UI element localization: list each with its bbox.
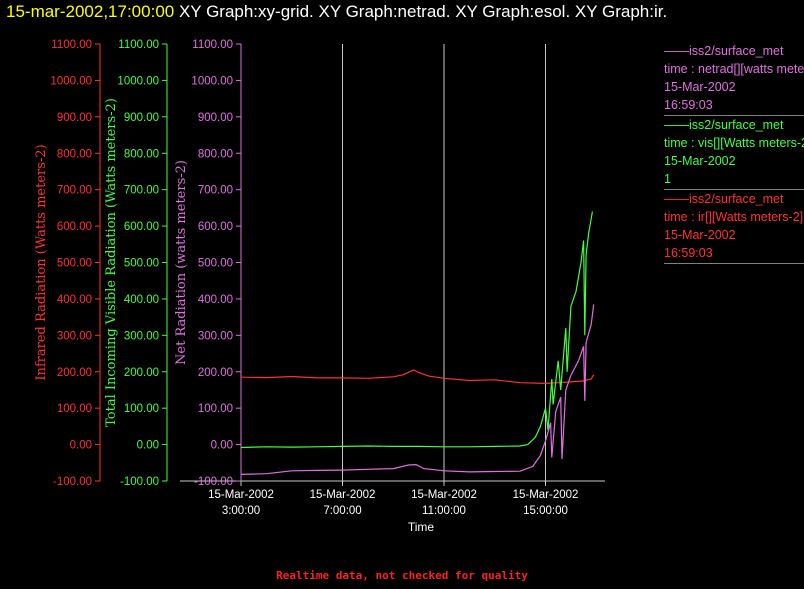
y-tick-label: 500.00 — [198, 258, 233, 270]
y-tick-label: 1000.00 — [117, 75, 159, 87]
y-tick-label: 800.00 — [124, 148, 159, 160]
legend-time: 1 — [664, 172, 671, 186]
y-tick-label: 800.00 — [198, 148, 233, 160]
y-tick-label: 100.00 — [198, 403, 233, 415]
y-tick-label: 400.00 — [124, 294, 159, 306]
x-axis-label: Time — [408, 520, 435, 534]
y-axis-label: Infrared Radiation (Watts meters-2) — [34, 144, 49, 380]
y-tick-label: 900.00 — [124, 112, 159, 124]
legend-date: 15-Mar-2002 — [664, 80, 736, 94]
graph-title: 15-mar-2002,17:00:00 XY Graph:xy-grid. X… — [6, 2, 667, 22]
y-axis-label: Total Incoming Visible Radiation (Watts … — [104, 98, 119, 427]
y-tick-label: 600.00 — [124, 221, 159, 233]
y-tick-label: 1000.00 — [50, 75, 92, 87]
legend-time: 16:59:03 — [664, 246, 713, 260]
quality-notice: Realtime data, not checked for quality — [276, 569, 528, 582]
y-tick-label: 300.00 — [198, 330, 233, 342]
y-tick-label: 1100.00 — [118, 39, 159, 51]
y-tick-label: 400.00 — [198, 294, 233, 306]
legend-source: ——iss2/surface_met — [664, 44, 784, 58]
y-tick-label: 500.00 — [57, 258, 92, 270]
y-tick-label: 700.00 — [198, 185, 233, 197]
legend-var: time : vis[][Watts meters-2] — [664, 136, 804, 150]
y-tick-label: 100.00 — [124, 403, 159, 415]
series-line-vis — [240, 211, 593, 449]
x-tick-label-date: 15-Mar-2002 — [208, 489, 274, 501]
y-tick-label: 300.00 — [57, 330, 92, 342]
y-tick-label: 500.00 — [124, 258, 159, 270]
y-tick-label: 900.00 — [57, 112, 92, 124]
legend-var: time : ir[][Watts meters-2] — [664, 210, 804, 224]
series-line-ir — [240, 369, 595, 385]
title-timestamp: 15-mar-2002,17:00:00 — [6, 2, 175, 21]
y-tick-label: 700.00 — [57, 185, 92, 197]
y-tick-label: -100.00 — [53, 476, 92, 488]
series-line-netrad — [240, 304, 595, 475]
y-tick-label: 0.00 — [137, 440, 159, 452]
y-tick-label: 0.00 — [211, 440, 233, 452]
legend-source: ——iss2/surface_met — [664, 192, 784, 206]
legend-source: ——iss2/surface_met — [664, 118, 784, 132]
legend-date: 15-Mar-2002 — [664, 154, 736, 168]
x-tick-label-time: 7:00:00 — [323, 505, 361, 517]
y-tick-label: 1000.00 — [191, 75, 233, 87]
y-tick-label: 200.00 — [57, 367, 92, 379]
y-tick-label: -100.00 — [120, 476, 159, 488]
x-tick-label-date: 15-Mar-2002 — [513, 489, 579, 501]
legend-date: 15-Mar-2002 — [664, 228, 736, 242]
y-tick-label: 0.00 — [70, 440, 92, 452]
title-graph-list: XY Graph:xy-grid. XY Graph:netrad. XY Gr… — [178, 2, 668, 21]
y-tick-label: 300.00 — [124, 330, 159, 342]
y-tick-label: 200.00 — [124, 367, 159, 379]
legend-var: time : netrad[][watts meters-2] — [664, 62, 804, 76]
y-tick-label: 400.00 — [57, 294, 92, 306]
x-tick-label-date: 15-Mar-2002 — [310, 489, 376, 501]
y-tick-label: 1100.00 — [51, 39, 92, 51]
y-tick-label: 1100.00 — [192, 39, 233, 51]
y-tick-label: 600.00 — [57, 221, 92, 233]
x-tick-label-time: 3:00:00 — [222, 505, 260, 517]
y-tick-label: 700.00 — [124, 185, 159, 197]
x-tick-label-date: 15-Mar-2002 — [411, 489, 477, 501]
x-tick-label-time: 11:00:00 — [422, 505, 466, 517]
y-tick-label: 200.00 — [198, 367, 233, 379]
legend-time: 16:59:03 — [664, 98, 713, 112]
y-tick-label: 900.00 — [198, 112, 233, 124]
y-tick-label: 800.00 — [57, 148, 92, 160]
y-tick-label: -100.00 — [194, 476, 233, 488]
y-tick-label: 100.00 — [57, 403, 92, 415]
y-tick-label: 600.00 — [198, 221, 233, 233]
y-axis-label: Net Radiation (watts meters-2) — [174, 160, 189, 365]
x-tick-label-time: 15:00:00 — [523, 505, 568, 517]
